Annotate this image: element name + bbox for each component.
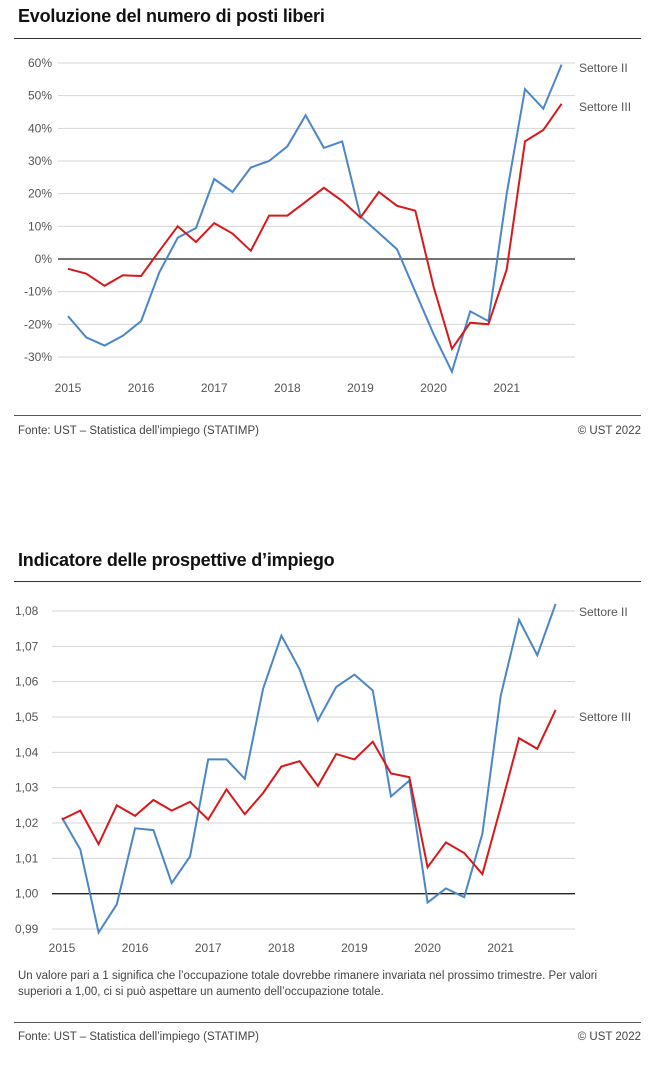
y-tick-label: -30% <box>24 350 52 364</box>
chart2-title-rule <box>14 581 641 582</box>
series-line-settore-ii <box>67 64 563 375</box>
legend-label-settore-ii: Settore II <box>579 61 628 75</box>
y-tick-label: 0% <box>35 252 53 266</box>
chart2-title: Indicatore delle prospettive d’impiego <box>18 550 335 570</box>
x-tick-label: 2019 <box>341 941 368 955</box>
chart1-footer-rule <box>14 415 641 416</box>
x-tick-label: 2015 <box>49 941 76 955</box>
chart2-note: Un valore pari a 1 significa che l’occup… <box>18 970 598 998</box>
y-tick-label: 1,02 <box>15 816 39 830</box>
y-tick-label: 1,07 <box>15 639 39 653</box>
y-tick-label: 1,08 <box>15 604 39 618</box>
chart1-source: Fonte: UST – Statistica dell’impiego (ST… <box>18 425 259 437</box>
x-tick-label: 2017 <box>195 941 222 955</box>
x-tick-label: 2020 <box>414 941 441 955</box>
chart2-copyright: © UST 2022 <box>577 1031 641 1043</box>
chart1-title-rule <box>14 38 641 39</box>
legend-label-settore-ii: Settore II <box>579 605 628 619</box>
chart2-footer-rule <box>14 1022 641 1023</box>
y-tick-label: 1,03 <box>15 781 39 795</box>
legend-label-settore-iii: Settore III <box>579 710 631 724</box>
x-tick-label: 2017 <box>201 381 228 395</box>
y-tick-label: 1,06 <box>15 675 39 689</box>
chart1-plot: 60% 50% 40% 30% 20% 10% 0% -10% -20% -30% 2015 2016… <box>24 56 631 395</box>
x-tick-label: 2020 <box>420 381 447 395</box>
y-tick-label: 40% <box>28 121 52 135</box>
x-tick-label: 2021 <box>493 381 520 395</box>
legend-label-settore-iii: Settore III <box>579 100 631 114</box>
x-tick-label: 2015 <box>55 381 82 395</box>
series-line-settore-iii <box>61 709 557 877</box>
y-tick-label: 1,04 <box>15 745 39 759</box>
chart1-title: Evoluzione del numero di posti liberi <box>18 6 325 26</box>
chart2-source: Fonte: UST – Statistica dell’impiego (ST… <box>18 1031 259 1043</box>
y-tick-label: 60% <box>28 56 52 70</box>
x-tick-label: 2019 <box>347 381 374 395</box>
y-tick-label: 20% <box>28 187 52 201</box>
x-tick-label: 2018 <box>274 381 301 395</box>
y-tick-label: 1,00 <box>15 887 39 901</box>
series-line-settore-iii <box>67 103 563 352</box>
y-tick-label: 10% <box>28 219 52 233</box>
x-tick-label: 2018 <box>268 941 295 955</box>
y-tick-label: 0,99 <box>15 922 39 936</box>
y-tick-label: 1,01 <box>15 851 39 865</box>
y-tick-label: 50% <box>28 89 52 103</box>
x-tick-label: 2021 <box>487 941 514 955</box>
y-tick-label: -20% <box>24 317 52 331</box>
x-tick-label: 2016 <box>122 941 149 955</box>
y-tick-label: 30% <box>28 154 52 168</box>
y-tick-label: 1,05 <box>15 710 39 724</box>
y-tick-label: -10% <box>24 285 52 299</box>
x-tick-label: 2016 <box>128 381 155 395</box>
series-line-settore-ii <box>61 603 557 936</box>
chart2-plot: 1,08 1,07 1,06 1,05 1,04 1,03 1,02 1,01 1,00 0,99… <box>15 603 631 955</box>
chart1-copyright: © UST 2022 <box>577 425 641 437</box>
